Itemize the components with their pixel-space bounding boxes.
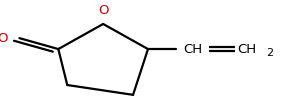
Text: O: O xyxy=(0,32,8,45)
Text: CH: CH xyxy=(238,43,257,56)
Text: CH: CH xyxy=(183,43,202,56)
Text: 2: 2 xyxy=(266,48,274,58)
Text: O: O xyxy=(98,4,109,17)
